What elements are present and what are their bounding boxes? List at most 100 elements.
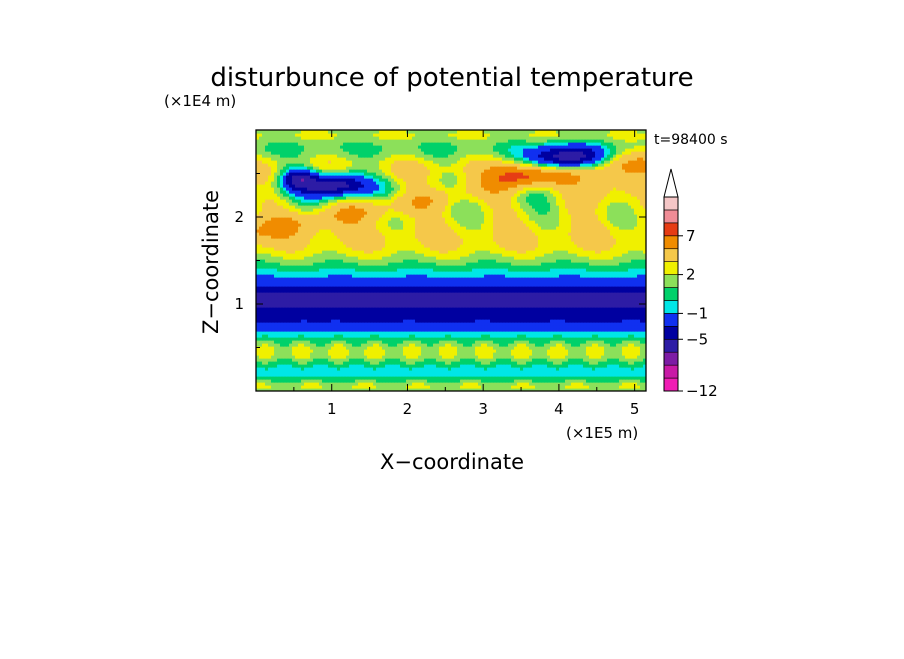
- heatmap-cell: [358, 355, 362, 359]
- heatmap-cell: [295, 319, 299, 323]
- heatmap-cell: [346, 343, 350, 347]
- heatmap-cell: [493, 295, 497, 299]
- heatmap-cell: [379, 274, 383, 278]
- heatmap-cell: [583, 376, 587, 380]
- heatmap-cell: [403, 331, 407, 335]
- heatmap-cell: [355, 304, 359, 308]
- heatmap-cell: [628, 292, 632, 296]
- heatmap-cell: [256, 328, 260, 332]
- heatmap-cell: [397, 352, 401, 356]
- heatmap-cell: [619, 340, 623, 344]
- heatmap-cell: [499, 367, 503, 371]
- heatmap-cell: [475, 358, 479, 362]
- heatmap-cell: [340, 343, 344, 347]
- heatmap-cell: [379, 376, 383, 380]
- heatmap-cell: [589, 301, 593, 305]
- heatmap-cell: [331, 388, 335, 391]
- heatmap-cell: [460, 382, 464, 386]
- heatmap-cell: [394, 385, 398, 389]
- heatmap-cell: [334, 355, 338, 359]
- heatmap-cell: [400, 325, 404, 329]
- heatmap-cell: [505, 364, 509, 368]
- heatmap-cell: [340, 379, 344, 383]
- heatmap-cell: [313, 295, 317, 299]
- heatmap-cell: [295, 316, 299, 320]
- heatmap-cell: [544, 292, 548, 296]
- heatmap-cell: [499, 337, 503, 341]
- heatmap-cell: [373, 325, 377, 329]
- heatmap-cell: [469, 316, 473, 320]
- heatmap-cell: [337, 295, 341, 299]
- heatmap-cell: [406, 382, 410, 386]
- heatmap-cell: [370, 385, 374, 389]
- heatmap-cell: [436, 283, 440, 287]
- heatmap-cell: [625, 307, 629, 311]
- heatmap-cell: [475, 316, 479, 320]
- heatmap-cell: [634, 313, 638, 317]
- heatmap-cell: [454, 310, 458, 314]
- heatmap-cell: [523, 310, 527, 314]
- heatmap-cell: [286, 367, 290, 371]
- heatmap-cell: [448, 373, 452, 377]
- heatmap-cell: [295, 298, 299, 302]
- heatmap-cell: [553, 352, 557, 356]
- heatmap-cell: [295, 280, 299, 284]
- heatmap-cell: [631, 337, 635, 341]
- heatmap-cell: [571, 355, 575, 359]
- heatmap-cell: [388, 280, 392, 284]
- heatmap-cell: [535, 379, 539, 383]
- heatmap-cell: [616, 361, 620, 365]
- heatmap-cell: [349, 301, 353, 305]
- heatmap-cell: [529, 322, 533, 326]
- heatmap-cell: [607, 373, 611, 377]
- heatmap-cell: [496, 364, 500, 368]
- heatmap-cell: [622, 385, 626, 389]
- heatmap-cell: [310, 325, 314, 329]
- heatmap-cell: [439, 361, 443, 365]
- heatmap-cell: [484, 382, 488, 386]
- heatmap-cell: [580, 304, 584, 308]
- heatmap-cell: [559, 361, 563, 365]
- heatmap-cell: [289, 388, 293, 391]
- heatmap-cell: [325, 361, 329, 365]
- heatmap-cell: [340, 325, 344, 329]
- heatmap-cell: [301, 304, 305, 308]
- heatmap-cell: [448, 358, 452, 362]
- heatmap-cell: [475, 364, 479, 368]
- heatmap-cell: [505, 388, 509, 391]
- heatmap-cell: [538, 373, 542, 377]
- heatmap-cell: [541, 322, 545, 326]
- heatmap-cell: [547, 322, 551, 326]
- heatmap-cell: [583, 310, 587, 314]
- heatmap-cell: [577, 322, 581, 326]
- heatmap-cell: [400, 349, 404, 353]
- heatmap-cell: [592, 304, 596, 308]
- heatmap-cell: [298, 289, 302, 293]
- heatmap-cell: [553, 376, 557, 380]
- heatmap-cell: [400, 388, 404, 391]
- heatmap-cell: [331, 328, 335, 332]
- heatmap-cell: [262, 355, 266, 359]
- heatmap-cell: [631, 343, 635, 347]
- heatmap-cell: [574, 313, 578, 317]
- heatmap-cell: [349, 340, 353, 344]
- heatmap-cell: [316, 292, 320, 296]
- heatmap-cell: [634, 292, 638, 296]
- heatmap-cell: [259, 379, 263, 383]
- heatmap-cell: [352, 331, 356, 335]
- heatmap-cell: [280, 319, 284, 323]
- heatmap-cell: [580, 322, 584, 326]
- heatmap-cell: [454, 382, 458, 386]
- heatmap-cell: [322, 385, 326, 389]
- heatmap-cell: [307, 361, 311, 365]
- heatmap-cell: [319, 298, 323, 302]
- heatmap-cell: [514, 340, 518, 344]
- heatmap-cell: [538, 361, 542, 365]
- heatmap-cell: [277, 274, 281, 278]
- heatmap-cell: [532, 304, 536, 308]
- heatmap-cell: [280, 328, 284, 332]
- heatmap-cell: [508, 367, 512, 371]
- heatmap-cell: [565, 295, 569, 299]
- heatmap-cell: [394, 388, 398, 391]
- heatmap-cell: [403, 274, 407, 278]
